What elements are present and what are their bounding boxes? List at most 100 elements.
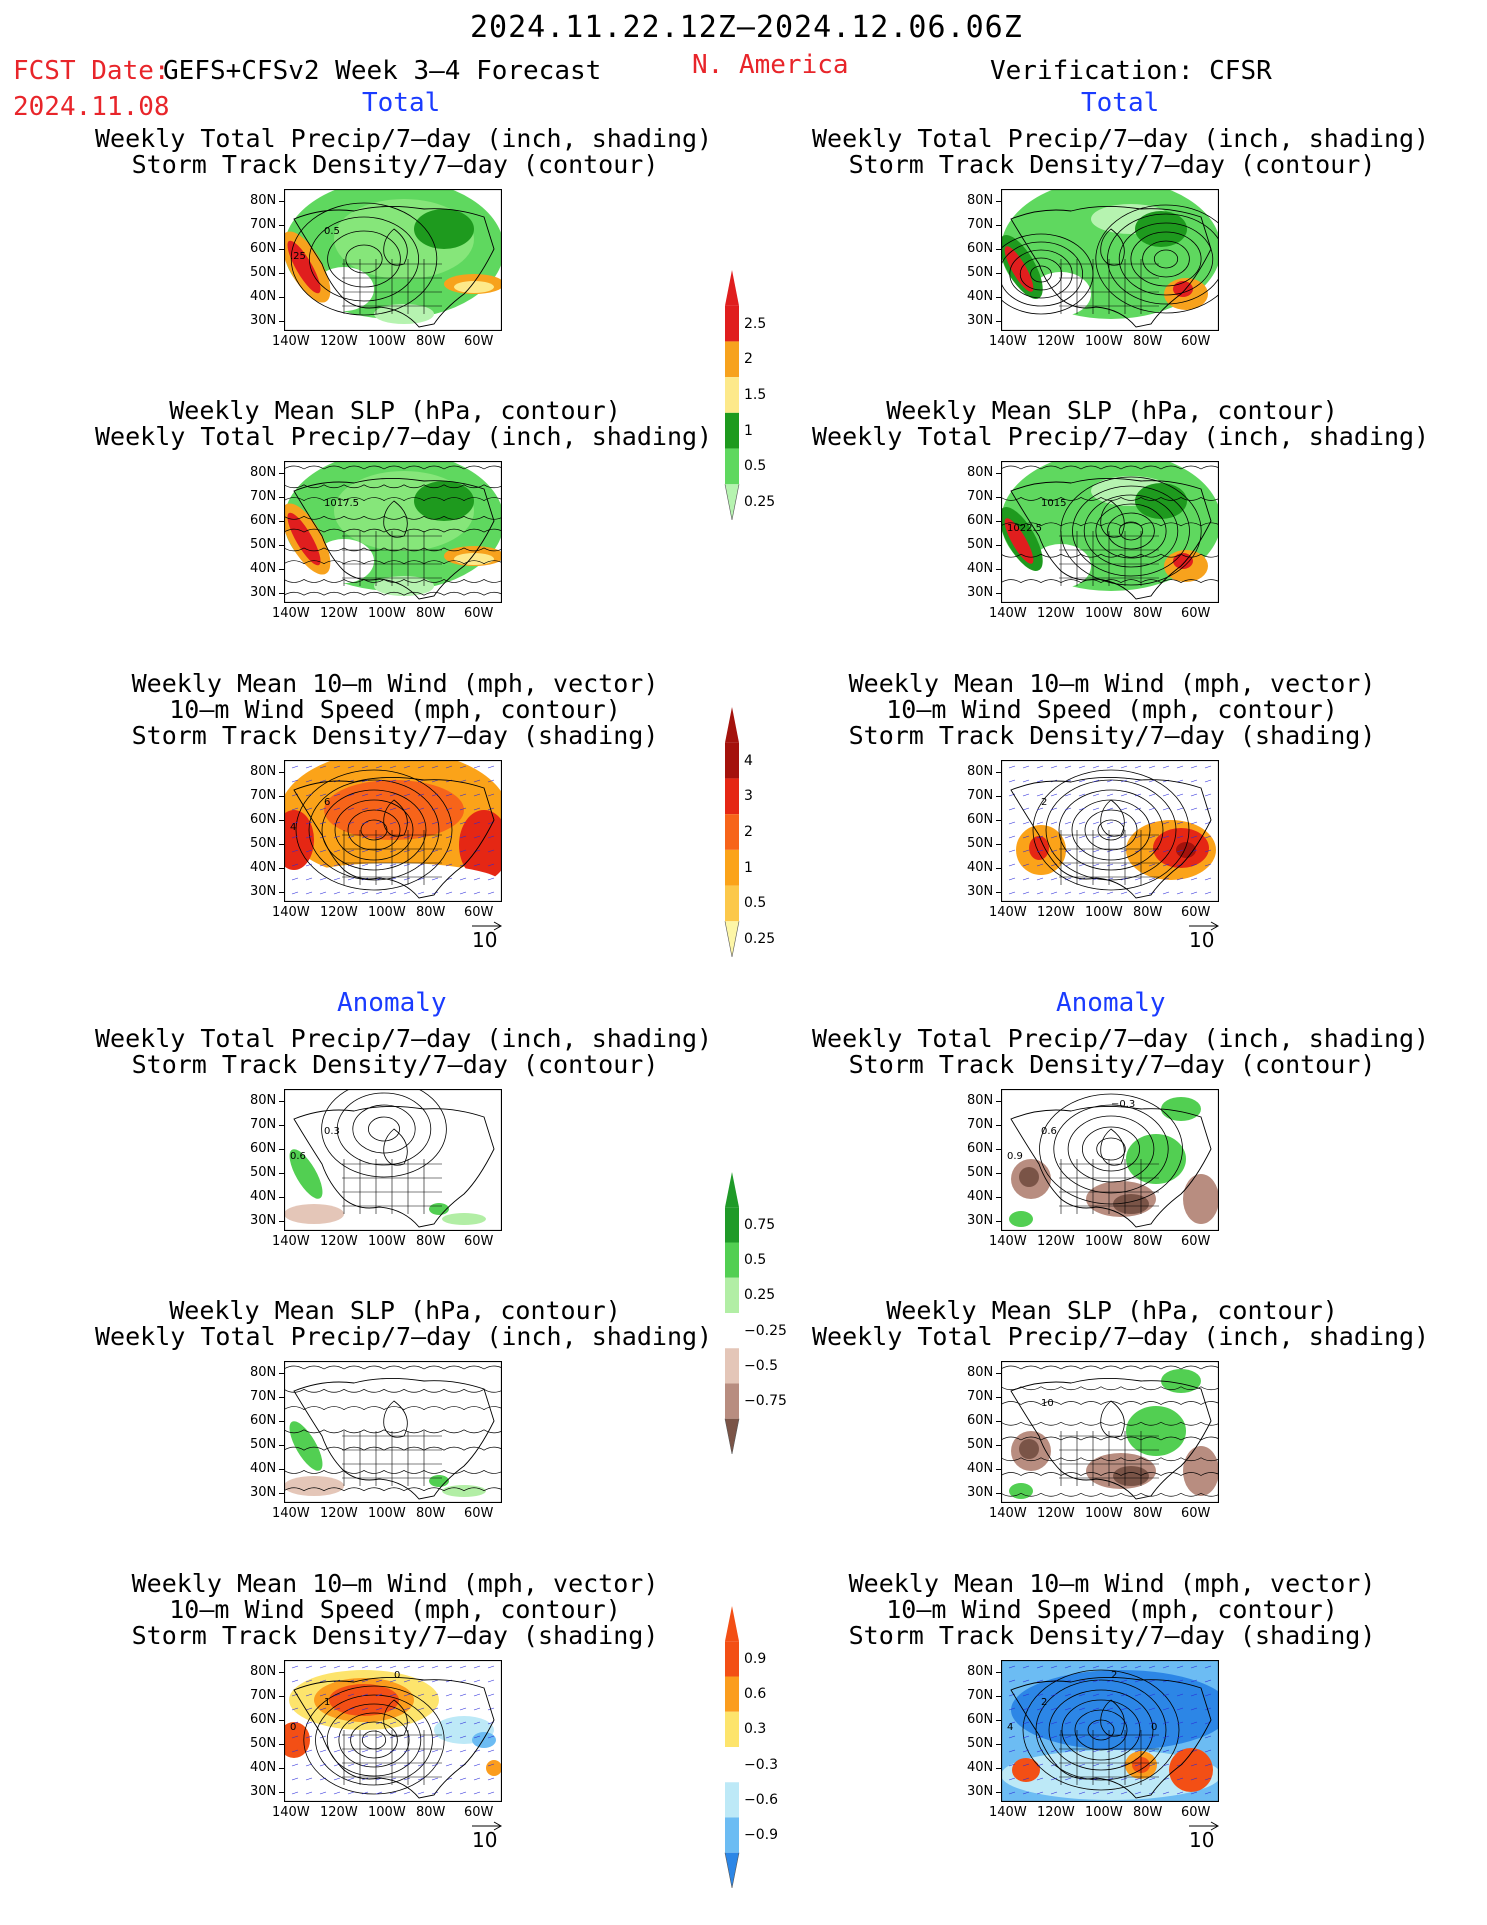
colorbar-segment xyxy=(725,341,739,378)
verification-label: Verification: CFSR xyxy=(990,56,1272,86)
panel-title-line: Weekly Total Precip/7–day (inch, shading… xyxy=(95,124,713,153)
storm-contour xyxy=(1118,222,1214,296)
wind-vector xyxy=(333,1707,341,1711)
colorbar-arrow-top xyxy=(725,707,739,743)
map-layers: 1015 1022.5 xyxy=(1001,461,1219,600)
wind-vector xyxy=(1050,807,1058,811)
wind-vector xyxy=(1078,1665,1086,1669)
lat-tick-mark xyxy=(279,1445,284,1446)
lon-tick-label: 60W xyxy=(1181,334,1211,349)
lat-tick-label: 30N xyxy=(967,1213,994,1228)
wind-vector xyxy=(1106,1665,1114,1669)
wind-vector xyxy=(417,793,425,797)
colorbar-label: 2.5 xyxy=(744,315,767,332)
colorbar xyxy=(724,270,740,521)
lon-tick-label: 140W xyxy=(272,905,310,920)
wind-vector xyxy=(347,1707,355,1711)
lat-tick-label: 80N xyxy=(967,1365,994,1380)
lat-tick-label: 60N xyxy=(967,1712,994,1727)
lat-tick-mark xyxy=(996,1373,1001,1374)
wind-vector xyxy=(1050,891,1058,895)
storm-shade xyxy=(284,810,314,870)
coastline xyxy=(1010,776,1212,899)
wind-vector xyxy=(1078,849,1086,853)
colorbar-segment xyxy=(725,778,739,815)
colorbar-label: −0.3 xyxy=(744,1756,778,1773)
wind-vector xyxy=(1036,849,1044,853)
lon-tick-label: 120W xyxy=(320,334,358,349)
lat-tick-label: 80N xyxy=(250,764,277,779)
panel-title-line: Storm Track Density/7–day (shading) xyxy=(848,721,1376,750)
wind-vector xyxy=(1092,1707,1100,1711)
wind-vector xyxy=(417,779,425,783)
lon-tick-label: 120W xyxy=(320,606,358,621)
lat-tick-mark xyxy=(996,249,1001,250)
anom-shade xyxy=(284,1204,344,1224)
colorbar-label: 3 xyxy=(744,788,753,805)
lat-tick-label: 80N xyxy=(250,1365,277,1380)
wind-vector xyxy=(1092,1791,1100,1795)
contour-label: 2 xyxy=(1041,1697,1047,1708)
lon-tick-label: 120W xyxy=(320,1805,358,1820)
fcst-date-prefix: FCST Date: xyxy=(13,56,170,86)
wind-vector xyxy=(347,793,355,797)
map-plot: 64 xyxy=(284,760,502,902)
wind-vector xyxy=(1176,1749,1184,1753)
wind-vector xyxy=(1022,821,1030,825)
wind-vector xyxy=(389,1679,397,1683)
lat-tick-mark xyxy=(996,820,1001,821)
lon-tick-label: 100W xyxy=(368,905,406,920)
wind-vector xyxy=(1134,1763,1142,1767)
wind-vector xyxy=(1008,807,1016,811)
lat-tick-mark xyxy=(279,820,284,821)
wind-vector xyxy=(291,877,299,881)
wind-vector xyxy=(1120,1735,1128,1739)
map-plot: 2 4 2 0 xyxy=(1001,1660,1219,1802)
slp-contour xyxy=(1083,494,1179,568)
lon-tick-label: 100W xyxy=(1085,905,1123,920)
wind-vector xyxy=(1022,863,1030,867)
panel-title: Weekly Total Precip/7–day (inch, shading… xyxy=(95,124,713,178)
wind-vector xyxy=(459,1777,467,1781)
lat-tick-label: 50N xyxy=(250,1736,277,1751)
wind-vector xyxy=(417,765,425,769)
slp-contour xyxy=(1001,579,1219,584)
colorbar-segment xyxy=(725,305,739,342)
wind-speed-contour xyxy=(360,819,388,841)
map-plot xyxy=(284,1361,502,1503)
wind-speed-contour xyxy=(308,779,440,881)
wind-vector xyxy=(1022,807,1030,811)
lon-tick-label: 100W xyxy=(1085,1805,1123,1820)
wind-vector xyxy=(1106,793,1114,797)
lon-tick-label: 80W xyxy=(1133,1805,1163,1820)
lat-tick-mark xyxy=(279,521,284,522)
wind-vector xyxy=(389,821,397,825)
wind-vector xyxy=(473,1679,481,1683)
wind-vector xyxy=(1120,849,1128,853)
wind-vector xyxy=(333,835,341,839)
wind-vector xyxy=(445,1735,453,1739)
wind-vector xyxy=(1190,863,1198,867)
wind-vector xyxy=(431,793,439,797)
coastline xyxy=(1010,1105,1212,1228)
wind-vector xyxy=(1176,1791,1184,1795)
wind-vector xyxy=(473,1721,481,1725)
wind-vector xyxy=(347,1735,355,1739)
wind-vector xyxy=(305,1665,313,1669)
wind-vector xyxy=(417,1693,425,1697)
wind-vector xyxy=(305,1721,313,1725)
contour-label: 2 xyxy=(1041,797,1047,808)
map-frame xyxy=(284,1361,502,1503)
wind-vector xyxy=(403,765,411,769)
wind-vector xyxy=(1106,849,1114,853)
lat-tick-mark xyxy=(279,1397,284,1398)
anom-shade xyxy=(1183,1174,1219,1224)
lat-tick-label: 40N xyxy=(250,860,277,875)
wind-vector xyxy=(1176,891,1184,895)
lon-tick-label: 80W xyxy=(416,1506,446,1521)
coastline xyxy=(293,477,495,600)
wind-vector xyxy=(1162,1749,1170,1753)
lat-tick-label: 30N xyxy=(250,1485,277,1500)
wind-vector xyxy=(1134,821,1142,825)
wind-vector xyxy=(473,793,481,797)
